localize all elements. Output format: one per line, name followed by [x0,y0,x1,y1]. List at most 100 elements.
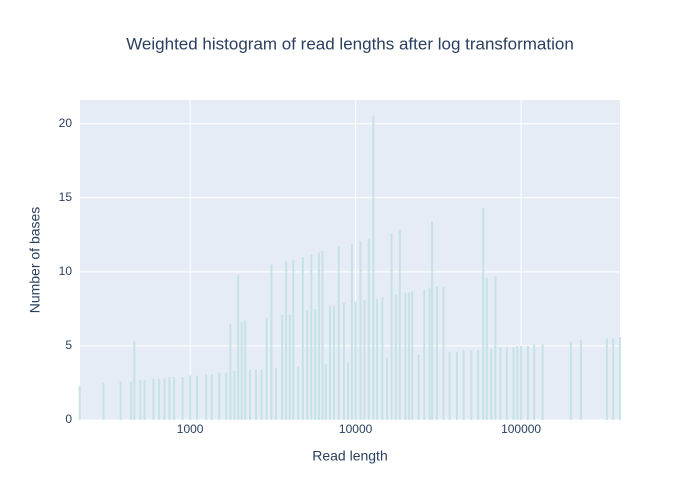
bar [181,377,184,420]
bar [404,292,407,420]
bar [499,347,502,420]
bar [390,233,393,420]
bar [233,371,236,420]
bar [301,257,304,420]
bar [359,240,362,420]
bar [292,260,295,420]
bar [119,381,122,420]
bar [482,208,485,420]
bar [189,375,192,420]
x-tick-label: 1000 [177,422,204,436]
bar [512,347,515,420]
bar [324,363,327,420]
bar [398,230,401,420]
bar [367,239,370,420]
bar [417,354,420,420]
bar [310,254,313,420]
bar [317,252,320,420]
bar [321,251,324,420]
bar [372,116,375,420]
bar [407,292,410,420]
bar [494,276,497,420]
bar [442,286,445,420]
x-tick-label: 100000 [501,422,541,436]
bar [297,366,300,420]
bar [210,374,213,420]
y-tick-label: 0 [65,412,72,426]
bar [205,374,208,420]
chart-title: Weighted histogram of read lengths after… [126,34,574,53]
bar [314,308,317,420]
bar [470,350,473,420]
bar [516,345,519,420]
bar [248,369,251,420]
bar [332,305,335,420]
bar [394,294,397,420]
bar [363,300,366,420]
bar [173,377,176,420]
bar [520,345,523,420]
bar [569,341,572,420]
bar [195,375,198,420]
bar [386,357,389,420]
bar [168,377,171,420]
bar [328,305,331,420]
tick-labels: 0 5 10 15 20 1000 10000 100000 [59,116,542,436]
bar [477,350,480,420]
y-tick-label: 15 [59,190,73,204]
plot-area [80,100,620,420]
bar [265,317,268,420]
bar [533,344,536,420]
bar [605,338,608,420]
bar [229,323,232,420]
bar [376,298,379,420]
bar [490,348,493,420]
bar [505,347,508,420]
bar [274,368,277,420]
y-tick-label: 20 [59,116,73,130]
bar [158,378,161,420]
bar [485,277,488,420]
bar [347,362,350,420]
bar [260,369,263,420]
bar [130,381,133,420]
bar [579,340,582,420]
bar [448,351,451,420]
bar [288,314,291,420]
bar [244,320,247,420]
bar [619,337,621,420]
bar [541,344,544,420]
bar [411,291,414,420]
x-tick-label: 10000 [339,422,373,436]
bar [143,380,146,420]
bar [381,297,384,420]
bar [240,322,243,420]
bar [462,350,465,420]
bar [102,382,105,420]
y-tick-label: 10 [59,264,73,278]
bar [423,289,426,420]
bar [133,341,136,420]
bar [225,372,228,420]
bar [526,345,529,420]
bar [218,372,221,420]
bar [431,221,434,420]
bar [306,310,309,420]
bar [612,338,615,420]
y-axis-title: Number of bases [27,207,43,314]
bar [270,264,273,420]
bar [78,385,81,420]
bar [281,314,284,420]
bar [435,286,438,420]
bar [285,261,288,420]
bar [342,302,345,420]
bar [354,301,357,420]
bar [254,369,257,420]
bars [78,116,621,420]
bar [152,378,155,420]
bar [139,380,142,420]
bar [428,288,431,420]
bar [350,243,353,420]
y-tick-label: 5 [65,338,72,352]
